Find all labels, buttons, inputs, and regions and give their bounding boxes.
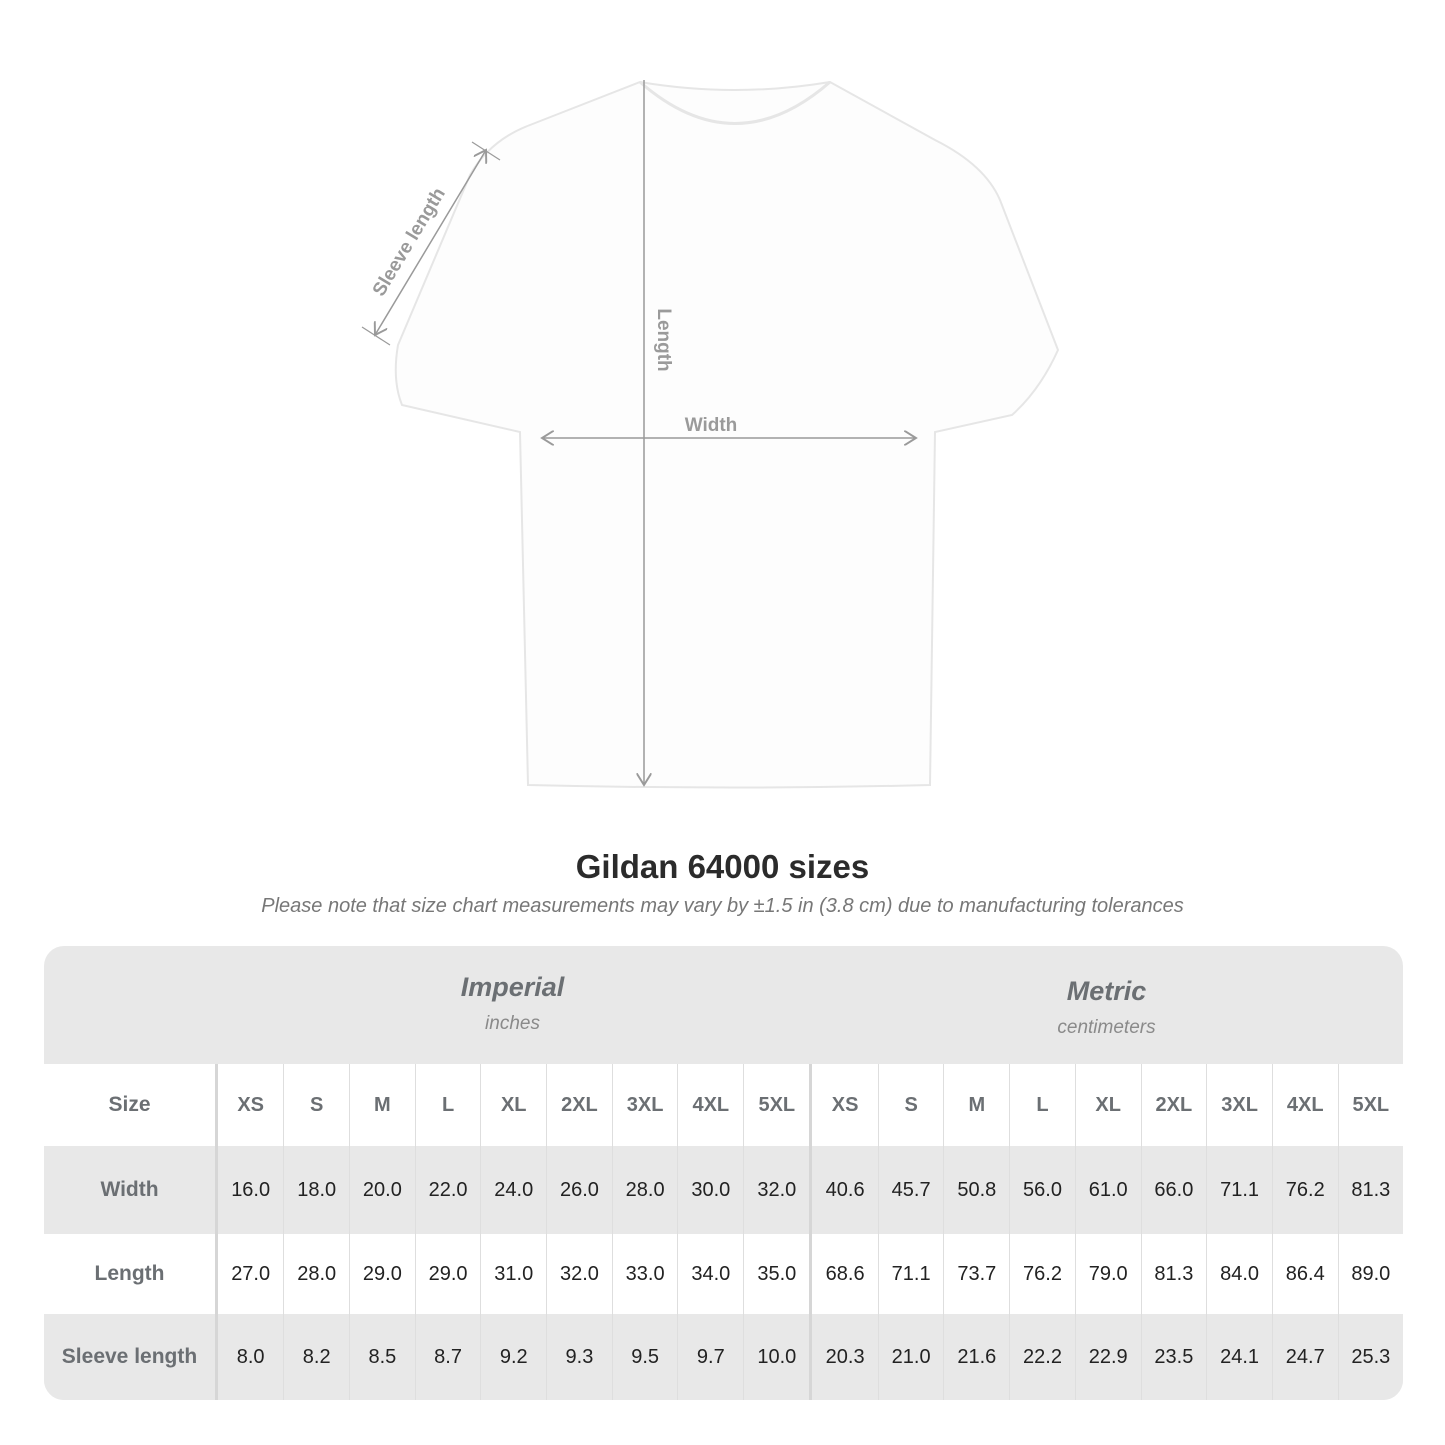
metric-cell: 50.8	[943, 1146, 1010, 1234]
imperial-cell: 9.7	[677, 1314, 744, 1400]
imperial-size-header: 2XL	[546, 1064, 613, 1146]
metric-cell: 23.5	[1140, 1314, 1207, 1400]
imperial-size-header: 5XL	[743, 1064, 811, 1146]
metric-cell: 20.3	[809, 1314, 879, 1400]
imperial-cell: 9.2	[480, 1314, 547, 1400]
sleeve-measure-line	[375, 150, 486, 335]
imperial-cell: 32.0	[743, 1146, 811, 1234]
imperial-size-header: 4XL	[677, 1064, 744, 1146]
imperial-cell: 29.0	[414, 1234, 481, 1314]
metric-size-header: M	[943, 1064, 1010, 1146]
metric-cell: 73.7	[943, 1234, 1010, 1314]
row-label: Size	[44, 1064, 218, 1146]
imperial-cell: 8.2	[283, 1314, 350, 1400]
metric-cell: 24.7	[1271, 1314, 1339, 1400]
metric-cell: 25.3	[1337, 1314, 1403, 1400]
metric-cell: 45.7	[877, 1146, 944, 1234]
imperial-cell: 24.0	[480, 1146, 547, 1234]
imperial-cell: 10.0	[743, 1314, 811, 1400]
metric-cell: 56.0	[1009, 1146, 1076, 1234]
metric-size-header: XL	[1074, 1064, 1142, 1146]
imperial-cell: 18.0	[283, 1146, 350, 1234]
metric-cell: 89.0	[1337, 1234, 1403, 1314]
size-header-row: Size XS S M L XL 2XL 3XL 4XL 5XL XS S M L XL 2XL 3XL 4XL 5…	[44, 1064, 1403, 1146]
imperial-cell: 31.0	[480, 1234, 547, 1314]
imperial-size-header: 3XL	[611, 1064, 678, 1146]
imperial-cell: 33.0	[611, 1234, 678, 1314]
metric-cell: 21.0	[877, 1314, 944, 1400]
imperial-cell: 28.0	[611, 1146, 678, 1234]
row-label: Width	[44, 1146, 218, 1234]
imperial-header: Imperial inches	[215, 946, 810, 1090]
imperial-cell: 20.0	[349, 1146, 416, 1234]
imperial-cell: 8.7	[414, 1314, 481, 1400]
imperial-cell: 30.0	[677, 1146, 744, 1234]
imperial-size-header: XL	[480, 1064, 547, 1146]
imperial-cell: 32.0	[546, 1234, 613, 1314]
metric-size-header: 5XL	[1337, 1064, 1403, 1146]
imperial-size-header: L	[414, 1064, 481, 1146]
imperial-cell: 9.3	[546, 1314, 613, 1400]
table-row: Sleeve length 8.0 8.2 8.5 8.7 9.2 9.3 9.5 9.7 10.…	[44, 1314, 1403, 1400]
imperial-cell: 8.5	[349, 1314, 416, 1400]
imperial-size-header: S	[283, 1064, 350, 1146]
metric-cell: 22.2	[1009, 1314, 1076, 1400]
metric-cell: 40.6	[809, 1146, 879, 1234]
imperial-size-header: XS	[215, 1064, 284, 1146]
metric-size-header: 4XL	[1271, 1064, 1339, 1146]
table-row: Width 16.0 18.0 20.0 22.0 24.0 26.0 28.0 30.0 32.…	[44, 1146, 1403, 1234]
imperial-cell: 22.0	[414, 1146, 481, 1234]
imperial-cell: 27.0	[215, 1234, 284, 1314]
metric-size-header: S	[877, 1064, 944, 1146]
metric-cell: 66.0	[1140, 1146, 1207, 1234]
imperial-size-header: M	[349, 1064, 416, 1146]
metric-cell: 68.6	[809, 1234, 879, 1314]
width-label: Width	[685, 415, 738, 436]
metric-size-header: 3XL	[1206, 1064, 1273, 1146]
imperial-cell: 9.5	[611, 1314, 678, 1400]
metric-cell: 24.1	[1206, 1314, 1273, 1400]
imperial-unit: inches	[485, 1013, 540, 1034]
collar	[639, 80, 831, 125]
tolerance-note: Please note that size chart measurements…	[261, 895, 1184, 917]
metric-cell: 71.1	[1206, 1146, 1273, 1234]
imperial-title: Imperial	[460, 972, 565, 1002]
metric-title: Metric	[1066, 976, 1147, 1006]
tshirt-diagram: Width Length Sleeve length	[361, 80, 1060, 789]
imperial-cell: 8.0	[215, 1314, 284, 1400]
imperial-cell: 29.0	[349, 1234, 416, 1314]
metric-header: Metric centimeters	[810, 946, 1403, 1094]
imperial-cell: 26.0	[546, 1146, 613, 1234]
metric-size-header: 2XL	[1140, 1064, 1207, 1146]
metric-size-header: XS	[809, 1064, 879, 1146]
table-row: Length 27.0 28.0 29.0 29.0 31.0 32.0 33.0 34.0 35…	[44, 1234, 1403, 1314]
metric-cell: 22.9	[1074, 1314, 1142, 1400]
metric-cell: 86.4	[1271, 1234, 1339, 1314]
imperial-cell: 16.0	[215, 1146, 284, 1234]
size-table: Size XS S M L XL 2XL 3XL 4XL 5XL XS S M L XL 2XL 3XL 4XL 5…	[44, 1064, 1403, 1400]
row-label: Length	[44, 1234, 218, 1314]
metric-cell: 76.2	[1271, 1146, 1339, 1234]
metric-cell: 81.3	[1337, 1146, 1403, 1234]
metric-cell: 71.1	[877, 1234, 944, 1314]
row-label: Sleeve length	[44, 1314, 218, 1400]
metric-cell: 61.0	[1074, 1146, 1142, 1234]
metric-cell: 84.0	[1206, 1234, 1273, 1314]
imperial-cell: 28.0	[283, 1234, 350, 1314]
metric-size-header: L	[1009, 1064, 1076, 1146]
imperial-cell: 35.0	[743, 1234, 811, 1314]
metric-cell: 81.3	[1140, 1234, 1207, 1314]
metric-unit: centimeters	[1057, 1017, 1156, 1038]
imperial-cell: 34.0	[677, 1234, 744, 1314]
metric-cell: 79.0	[1074, 1234, 1142, 1314]
page-title: Gildan 64000 sizes	[575, 848, 870, 885]
size-chart: Imperial inches Metric centimeters Size X…	[44, 946, 1403, 1400]
length-label: Length	[653, 308, 674, 371]
metric-cell: 21.6	[943, 1314, 1010, 1400]
metric-cell: 76.2	[1009, 1234, 1076, 1314]
